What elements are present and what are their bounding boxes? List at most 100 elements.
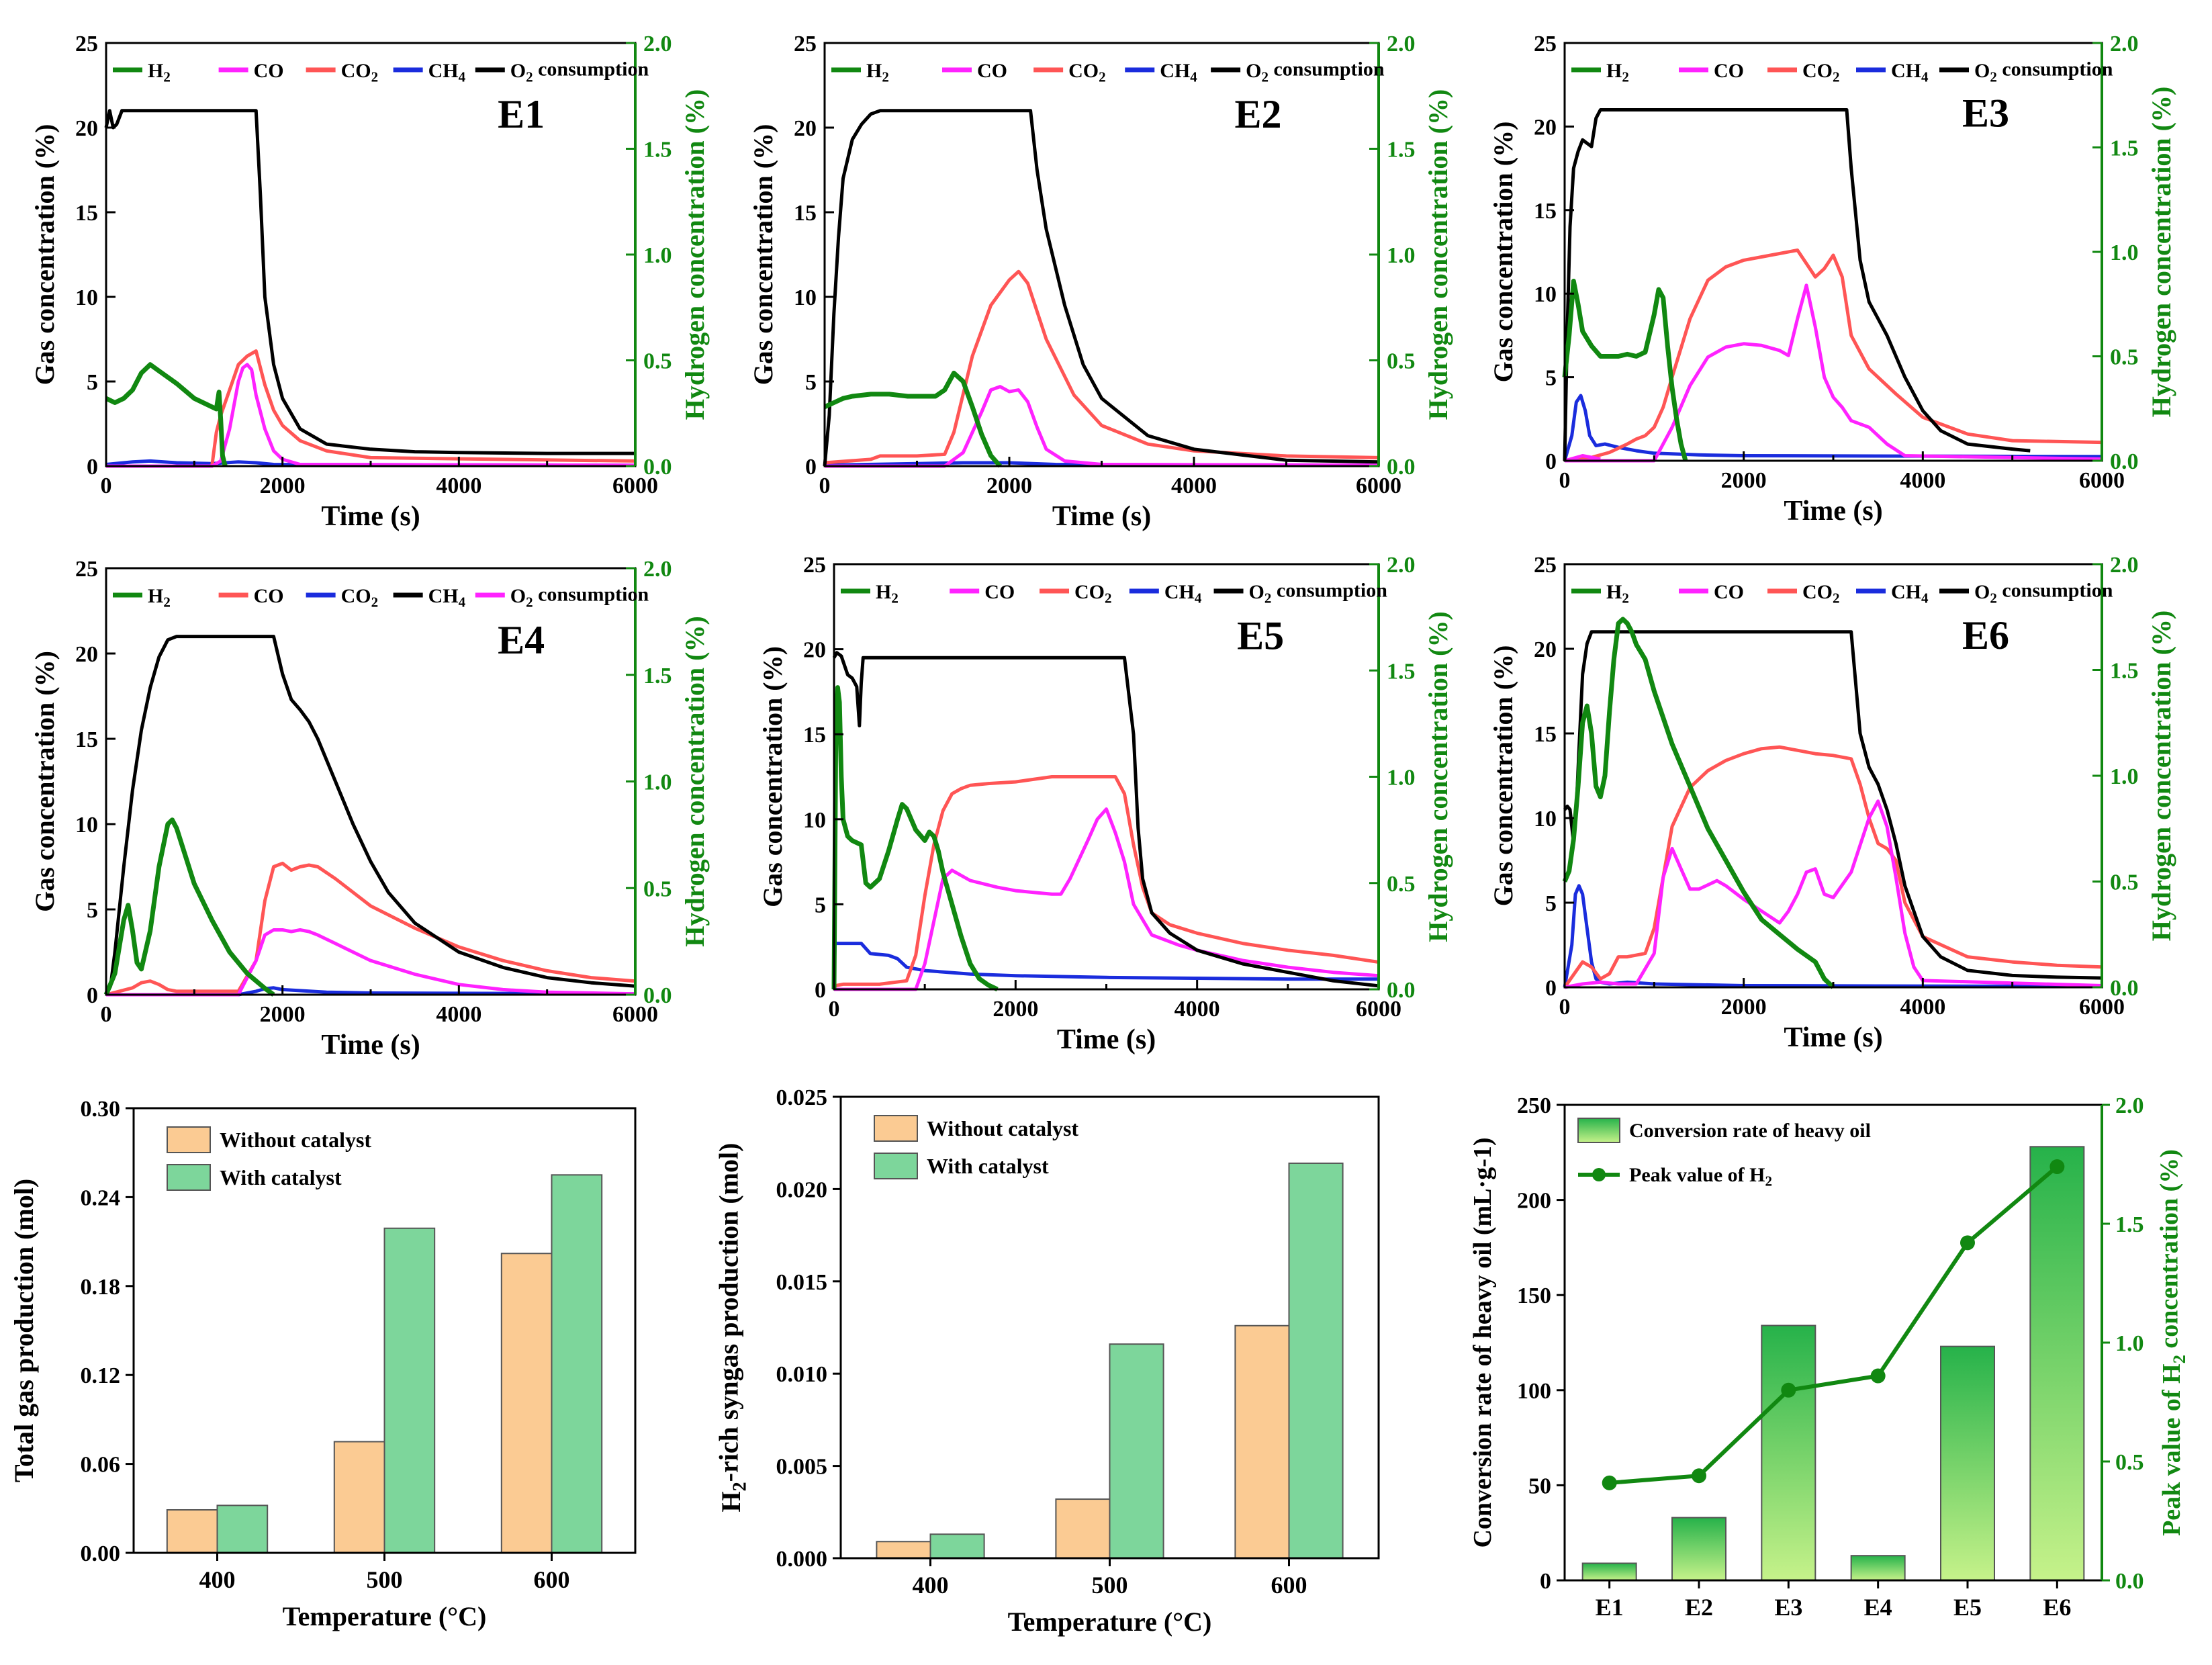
- y2-tick-label: 0.0: [643, 455, 672, 480]
- y-tick-label: 15: [75, 201, 98, 226]
- y-tick-label: 15: [1534, 199, 1557, 224]
- panel-e1: 0 2000 4000 6000 0 5 10 15 20 25 0.0 0.5 1.0 1.5 2.0 Ti…: [30, 32, 710, 532]
- y2-tick-label: 1.5: [2115, 1212, 2144, 1237]
- x-tick-label: E4: [1864, 1594, 1892, 1621]
- series-line-peak-h2: [1609, 1165, 2059, 1485]
- y2-axis-title: Hydrogen concentration (%): [2146, 87, 2176, 418]
- plot-frame: [105, 42, 637, 467]
- y2-axis-title: Hydrogen concentration (%): [680, 89, 710, 420]
- series-line-h2: [831, 685, 999, 992]
- legend: H2 CO CO2 CH4 O2 consumption: [841, 579, 1387, 606]
- legend-label: O2 consumption: [1974, 579, 2113, 606]
- y2-tick-label: 1.5: [2110, 136, 2139, 161]
- x-tick-label: E5: [1953, 1594, 1982, 1621]
- x-tick-label: 0: [101, 474, 112, 498]
- x-tick-label: 600: [1271, 1572, 1307, 1599]
- y2-tick-label: 0.5: [2110, 870, 2139, 895]
- legend-label: O2 consumption: [1249, 579, 1388, 606]
- legend-label: CO2: [1802, 581, 1840, 606]
- panel-label: E4: [498, 618, 545, 662]
- bar-conversion: [1581, 1562, 1637, 1581]
- y2-tick-label: 2.0: [1387, 553, 1416, 578]
- y2-tick-label: 0.0: [2110, 449, 2139, 474]
- y2-tick-label: 1.0: [643, 243, 672, 268]
- y-tick-label: 10: [803, 808, 826, 833]
- y-tick-label: 0: [87, 983, 98, 1008]
- series-line-co: [834, 807, 1379, 991]
- y-tick-label: 0: [1540, 1569, 1551, 1594]
- y-tick-label: 10: [1534, 807, 1557, 831]
- panel-syngas: 400 500 600 0.000 0.005 0.010 0.015 0.020 0.025 T…: [713, 1085, 1380, 1637]
- x-tick-label: 400: [913, 1572, 949, 1599]
- series-line-h2: [1562, 617, 1835, 989]
- bar-with-catalyst: [1288, 1162, 1344, 1559]
- y2-tick-label: 2.0: [2115, 1093, 2144, 1118]
- series-line-co2: [833, 775, 1379, 988]
- x-tick-label: 2000: [260, 1002, 306, 1027]
- y-tick-label: 5: [805, 370, 817, 395]
- y-tick-label: 0: [87, 455, 98, 480]
- y2-tick-label: 1.5: [643, 138, 672, 163]
- x-axis-title: Time (s): [1784, 496, 1882, 527]
- series-line-co2: [1564, 249, 2103, 463]
- y2-tick-label: 1.0: [2110, 240, 2139, 265]
- y-tick-label: 20: [794, 116, 817, 141]
- y-axis-title: Gas concentration (%): [757, 646, 788, 907]
- y-tick-label: 200: [1517, 1189, 1551, 1214]
- y-axis-title: Gas concentration (%): [1488, 122, 1518, 383]
- y2-tick-label: 0.0: [1387, 455, 1416, 480]
- bar-without-catalyst: [166, 1509, 218, 1554]
- legend-label: CH4: [1160, 60, 1197, 85]
- x-tick-label: 0: [1559, 468, 1571, 493]
- series-line-h2: [823, 370, 1002, 468]
- line-point: [1870, 1368, 1886, 1384]
- y2-tick-label: 1.0: [2110, 764, 2139, 789]
- y-tick-label: 10: [794, 285, 817, 310]
- y-tick-label: 20: [75, 642, 98, 667]
- legend-label: CO2: [1074, 581, 1112, 606]
- y-tick-label: 25: [75, 32, 98, 56]
- y-tick-label: 0.000: [776, 1547, 828, 1572]
- y2-tick-label: 0.5: [1387, 872, 1416, 897]
- series-line-co: [106, 363, 636, 468]
- y-tick-label: 10: [75, 813, 98, 838]
- x-tick-label: 6000: [612, 1002, 658, 1027]
- y2-tick-label: 0.0: [1387, 978, 1416, 1003]
- y2-tick-label: 0.5: [1387, 349, 1416, 374]
- y-tick-label: 150: [1517, 1284, 1551, 1308]
- x-tick-label: 6000: [612, 474, 658, 498]
- line-point: [1602, 1475, 1617, 1490]
- y-tick-label: 0.18: [81, 1275, 121, 1300]
- legend-label: O2 consumption: [1974, 58, 2113, 85]
- legend-swatch: [874, 1153, 918, 1179]
- y2-tick-label: 2.0: [2110, 553, 2139, 578]
- x-tick-label: 2000: [260, 474, 306, 498]
- bar-with-catalyst: [1109, 1343, 1164, 1560]
- y-tick-label: 5: [1545, 366, 1557, 391]
- legend-label: O2 consumption: [1246, 58, 1385, 85]
- x-tick-label: 4000: [1171, 474, 1217, 498]
- x-tick-label: 6000: [1356, 997, 1401, 1022]
- y-tick-label: 100: [1517, 1379, 1551, 1404]
- x-tick-label: 2000: [986, 474, 1032, 498]
- legend-label: CH4: [1164, 581, 1202, 606]
- x-tick-label: 500: [367, 1566, 403, 1593]
- legend-swatch: [1577, 1118, 1620, 1143]
- y2-tick-label: 0.5: [643, 349, 672, 374]
- x-axis-title: Time (s): [1052, 501, 1151, 532]
- legend-label: CO: [254, 585, 284, 607]
- legend-label: CO: [977, 60, 1007, 82]
- legend: H2 CO CO2 CH4 O2 consumption: [1571, 579, 2113, 606]
- series-line-ch4: [1563, 884, 2103, 989]
- x-tick-label: 2000: [993, 997, 1038, 1022]
- series-line-o2-consumption: [104, 635, 636, 996]
- legend-label: CH4: [1891, 60, 1929, 85]
- legend-label: CO: [984, 581, 1015, 603]
- x-tick-label: 4000: [1174, 997, 1220, 1022]
- panel-e4: 0 2000 4000 6000 0 5 10 15 20 25 0.0 0.5 1.0 1.5 2.0 Ti…: [30, 557, 710, 1061]
- legend-swatch: [167, 1164, 211, 1191]
- plot-frame: [1563, 563, 2103, 989]
- y-tick-label: 20: [1534, 115, 1557, 140]
- series-line-ch4: [832, 942, 1379, 990]
- bar-with-catalyst: [216, 1504, 269, 1554]
